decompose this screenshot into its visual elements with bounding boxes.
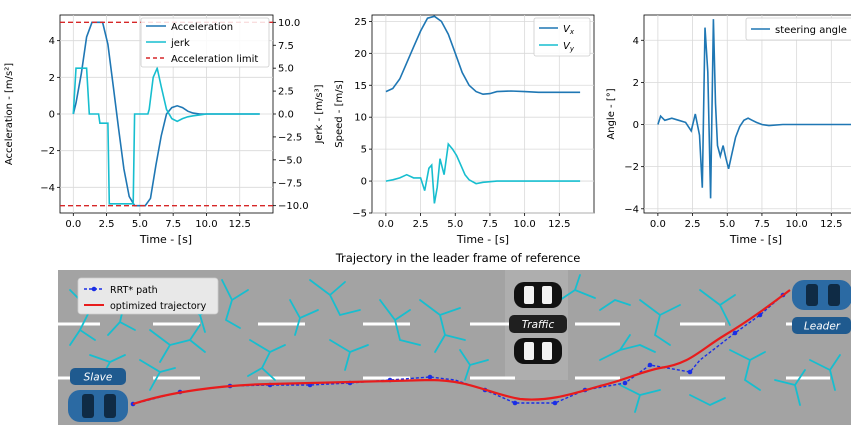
ytick-label: 10: [354, 113, 367, 124]
xtick-label: 0.0: [65, 219, 81, 230]
xtick-label: 12.5: [229, 219, 251, 230]
xtick-label: 7.5: [165, 219, 181, 230]
legend-speed: Vx Vy: [533, 17, 591, 57]
ytick-label: 4: [49, 36, 55, 47]
leader-label-text: Leader: [804, 321, 841, 333]
ytick-label: 4: [633, 36, 639, 47]
ytick-label: −5: [352, 209, 367, 220]
traffic-label-text: Traffic: [522, 319, 555, 331]
leader-car: [792, 280, 851, 310]
ytick-label: 0: [49, 110, 55, 121]
slave-car: [68, 390, 128, 422]
ytick-right-label: −5.0: [278, 155, 302, 166]
rrt-path-line: [132, 294, 784, 405]
ytick-label: 25: [354, 17, 367, 28]
traffic-car-top: [514, 282, 562, 308]
traffic-car-bottom: [514, 338, 562, 364]
legend-label-vy: Vy: [563, 41, 575, 53]
ytick-label: 20: [354, 49, 367, 60]
xtick-label: 7.5: [482, 219, 498, 230]
xtick-label: 10.0: [785, 219, 807, 230]
xticks-speed: 0.0 2.5 5.0 7.5 10.0 12.5: [378, 213, 570, 230]
ytick-label: 0: [361, 177, 367, 188]
xlabel-steering: Time - [s]: [729, 233, 782, 246]
yticks-steering: −4 −2 0 2 4: [624, 36, 644, 215]
traffic-label: Traffic: [509, 315, 567, 333]
ytick-label: 15: [354, 81, 367, 92]
plot-area-steering: [643, 14, 851, 214]
xtick-label: 12.5: [548, 219, 570, 230]
xticks-acceleration: 0.0 2.5 5.0 7.5 10.0 12.5: [65, 213, 251, 230]
ytick-right-label: 10.0: [278, 18, 300, 29]
xtick-label: 0.0: [650, 219, 666, 230]
xtick-label: 2.5: [413, 219, 429, 230]
series-group-steering: [657, 19, 851, 199]
xtick-label: 2.5: [685, 219, 701, 230]
series-line-steering-angle: [657, 19, 851, 199]
xtick-label: 7.5: [754, 219, 770, 230]
optimized-trajectory: [132, 289, 791, 406]
yticks-right-jerk: −10.0 −7.5 −5.0 −2.5 0.0 2.5 5.0 7.5 10.0: [273, 18, 309, 212]
trajectory-panel: RRT* path optimized trajectory Slave Tra…: [58, 270, 851, 425]
legend-label-vx: Vx: [563, 24, 575, 36]
legend-label-acceleration: Acceleration: [171, 22, 233, 33]
xtick-label: 10.0: [195, 219, 217, 230]
legend-acceleration: Acceleration jerk Acceleration limit: [140, 17, 270, 68]
ylabel-steering: Angle - [°]: [606, 88, 617, 139]
yticks-acceleration: −4 −2 0 2 4: [40, 36, 60, 194]
legend-label-jerk: jerk: [170, 38, 190, 49]
ytick-label: −2: [624, 162, 639, 173]
series-line-jerk: [72, 65, 260, 205]
xtick-label: 2.5: [99, 219, 115, 230]
legend-label-acceleration-limit: Acceleration limit: [171, 54, 258, 65]
series-line-vy: [385, 142, 581, 204]
legend-label-steering-angle: steering angle: [775, 25, 847, 36]
xtick-label: 5.0: [447, 219, 463, 230]
trajectory-legend: RRT* path optimized trajectory: [77, 277, 219, 315]
ytick-right-label: 2.5: [278, 87, 294, 98]
ytick-label: 0: [633, 120, 639, 131]
xtick-label: 5.0: [719, 219, 735, 230]
slave-label-text: Slave: [84, 372, 113, 384]
xtick-label: 5.0: [132, 219, 148, 230]
ytick-right-label: 0.0: [278, 110, 294, 121]
ytick-label: 2: [49, 73, 55, 84]
legend-steering: steering angle: [745, 17, 851, 41]
ytick-label: −4: [624, 204, 639, 215]
ytick-right-label: −7.5: [278, 178, 302, 189]
leader-label: Leader: [792, 317, 851, 334]
series-group-speed: [385, 15, 581, 204]
ytick-right-label: −10.0: [278, 201, 309, 212]
ytick-label: 5: [361, 145, 367, 156]
rrt-tree: [69, 274, 841, 413]
legend-label-optimized: optimized trajectory: [110, 301, 207, 312]
ytick-label: 2: [633, 78, 639, 89]
trajectory-title: Trajectory in the leader frame of refere…: [335, 251, 581, 265]
xlabel-acceleration: Time - [s]: [139, 233, 192, 246]
ytick-right-label: 7.5: [278, 41, 294, 52]
xtick-label: 0.0: [378, 219, 394, 230]
ylabel-acceleration: Acceleration - [m/s²]: [4, 63, 15, 165]
xtick-label: 12.5: [820, 219, 842, 230]
series-line-vx: [385, 15, 581, 96]
xlabel-speed: Time - [s]: [456, 233, 509, 246]
ytick-label: −2: [40, 146, 55, 157]
ytick-right-label: 5.0: [278, 64, 294, 75]
xtick-label: 10.0: [513, 219, 535, 230]
ylabel-speed: Speed - [m/s]: [334, 80, 345, 148]
chart-acceleration: 0.0 2.5 5.0 7.5 10.0 12.5 −4 −2 0 2 4 −10.0 −7.5 −5…: [4, 14, 325, 246]
legend-label-rrt: RRT* path: [110, 285, 158, 296]
slave-label: Slave: [70, 368, 126, 385]
ylabel-jerk: Jerk - [m/s³]: [314, 84, 325, 144]
xticks-steering: 0.0 2.5 5.0 7.5 10.0 12.5: [650, 213, 842, 230]
ytick-right-label: −2.5: [278, 132, 302, 143]
ytick-label: −4: [40, 183, 55, 194]
chart-speed: 0.0 2.5 5.0 7.5 10.0 12.5 −5 0 5 10 15 20 25 Time -…: [334, 14, 595, 246]
yticks-speed: −5 0 5 10 15 20 25: [352, 17, 372, 220]
